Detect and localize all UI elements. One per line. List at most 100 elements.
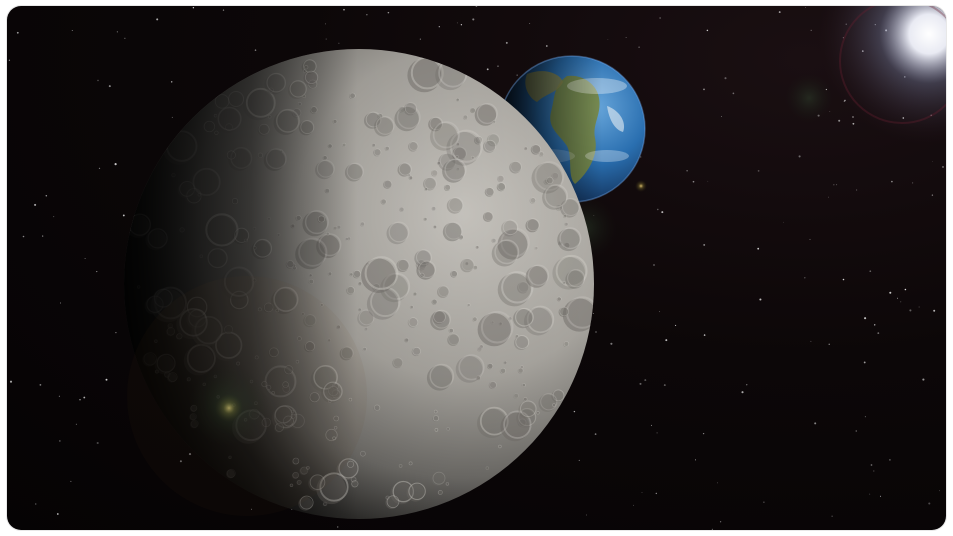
star [387,11,390,14]
star [933,309,936,312]
star [254,49,257,51]
star [640,156,642,158]
lens-flare-green [785,74,833,122]
star [663,384,666,387]
star [9,380,13,383]
star [810,340,812,342]
star [75,423,77,425]
star [573,410,576,413]
star [686,170,688,172]
star [831,515,833,517]
star [625,36,627,38]
star [804,6,806,8]
star [108,85,111,88]
star [656,432,658,434]
star [870,464,873,466]
star [251,508,252,510]
star [97,79,99,82]
star [759,298,762,301]
star [692,180,695,183]
star [529,22,531,25]
star [98,167,101,170]
star [707,180,709,182]
star [438,26,440,28]
star [70,480,72,482]
star [873,324,876,326]
star [741,391,744,394]
star [655,492,657,495]
space-photo-frame [7,6,946,530]
star [497,65,499,67]
star [641,492,643,493]
star [59,440,61,442]
star [83,396,86,399]
star [58,395,60,397]
star [798,155,801,158]
star [702,432,705,435]
star [804,277,806,279]
star [897,297,899,299]
star [757,170,760,172]
star [156,18,159,21]
star [115,331,117,334]
star [711,528,714,530]
star [932,160,933,162]
star [939,490,940,492]
star [838,119,841,122]
star [931,194,934,196]
star [657,208,659,211]
star [889,291,892,294]
star [763,501,765,503]
star [828,196,829,198]
star [124,37,126,39]
star [814,422,817,425]
star [586,514,587,516]
star [578,459,580,461]
star [659,17,661,19]
star [60,302,62,304]
star [16,31,19,34]
star [42,235,44,237]
star [889,459,891,461]
star [836,184,838,186]
star [873,470,875,472]
star [170,81,173,83]
star [79,399,81,401]
star [864,317,867,320]
star [703,243,706,246]
star [918,306,920,308]
star [732,92,735,95]
star [869,270,872,273]
star [665,339,668,342]
star [928,502,931,505]
star [653,264,655,266]
star [721,115,723,117]
space-scene [8,6,946,530]
star [96,271,98,273]
star [222,9,225,11]
star [594,433,597,435]
star [852,116,854,118]
star [607,39,609,40]
star [472,18,475,21]
star [336,526,339,528]
star [179,460,182,463]
star [829,111,831,112]
star [757,247,760,250]
star [724,77,727,80]
star [746,384,748,386]
star [703,88,705,91]
star [338,42,340,44]
star [638,46,640,49]
star [909,309,912,312]
star [460,24,463,26]
star [84,258,86,259]
star [650,424,652,426]
star [900,301,902,303]
star [325,38,327,40]
lens-flare-large [127,276,367,516]
star [343,8,345,11]
star [192,7,195,9]
star [71,29,73,32]
star [366,14,368,16]
